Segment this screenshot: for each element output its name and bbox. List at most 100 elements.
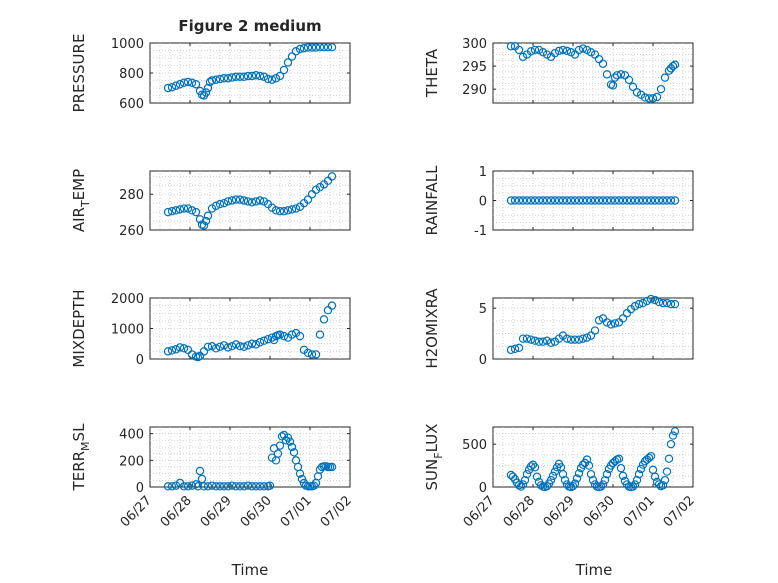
- data-point: [243, 197, 253, 206]
- data-point: [211, 344, 221, 353]
- data-point: [522, 469, 532, 479]
- data-point: [289, 448, 299, 457]
- data-point: [550, 196, 560, 205]
- data-point: [235, 195, 245, 204]
- data-point: [273, 449, 283, 458]
- data-point: [265, 481, 275, 490]
- data-point: [586, 331, 596, 340]
- data-point: [315, 330, 325, 339]
- data-point: [171, 345, 181, 354]
- data-point: [319, 315, 329, 324]
- data-point: [550, 467, 560, 476]
- data-point: [560, 475, 570, 485]
- data-point: [327, 462, 337, 472]
- data-point: [235, 341, 245, 351]
- data-point: [175, 80, 185, 89]
- data-point: [275, 207, 285, 216]
- data-point: [243, 481, 253, 490]
- data-point: [558, 469, 568, 479]
- data-point: [658, 298, 668, 308]
- data-point: [307, 43, 317, 52]
- data-point: [570, 196, 580, 205]
- subplot-h2omixra: 0 5 H2OMIXRA: [423, 288, 694, 369]
- data-point: [251, 340, 261, 349]
- data-point: [285, 437, 295, 446]
- x-tick-label: 06/30: [238, 493, 275, 530]
- data-point: [656, 84, 666, 94]
- data-point: [281, 436, 291, 445]
- data-point: [231, 72, 241, 81]
- data-point: [259, 336, 269, 345]
- data-point: [239, 196, 249, 205]
- data-point: [530, 463, 540, 472]
- data-point: [574, 335, 584, 344]
- data-point: [506, 42, 516, 51]
- data-point: [650, 196, 660, 205]
- data-point: [255, 482, 265, 491]
- data-point: [215, 482, 225, 491]
- x-axis-label-right: Time: [575, 561, 613, 579]
- data-point: [510, 344, 520, 354]
- data-point: [187, 206, 197, 215]
- x-axis-label-left: Time: [231, 561, 269, 579]
- data-point: [211, 482, 221, 491]
- data-point: [309, 481, 319, 490]
- data-point: [654, 297, 664, 307]
- data-point: [526, 462, 536, 471]
- subplot-mixdepth: 0 1000 2000 MIXDEPTH: [70, 289, 351, 368]
- data-point: [518, 334, 528, 343]
- data-point: [279, 65, 289, 75]
- data-point: [668, 431, 678, 440]
- data-point: [530, 336, 540, 345]
- data-point: [622, 196, 632, 205]
- data-point: [195, 466, 205, 476]
- data-point: [235, 482, 245, 491]
- data-point: [175, 343, 185, 352]
- data-point: [287, 442, 297, 452]
- data-point: [570, 479, 580, 488]
- data-point: [606, 196, 616, 205]
- data-point: [239, 342, 249, 351]
- data-point: [534, 196, 544, 205]
- data-point: [632, 475, 642, 485]
- data-point: [590, 326, 600, 335]
- data-point: [570, 335, 580, 344]
- data-point: [295, 469, 305, 478]
- y-axis-label-6: TERRMSL: [70, 423, 92, 492]
- data-point: [646, 196, 656, 205]
- data-point: [163, 207, 173, 217]
- data-point: [323, 43, 333, 52]
- data-point: [528, 460, 538, 469]
- data-point: [562, 46, 572, 56]
- data-point: [644, 94, 654, 103]
- data-point: [610, 196, 620, 205]
- data-point: [610, 319, 620, 328]
- data-point: [654, 196, 664, 205]
- data-point: [662, 298, 672, 308]
- data-point: [568, 481, 578, 491]
- y-tick-label: 0: [136, 353, 144, 368]
- data-point: [634, 299, 644, 309]
- data-point: [251, 482, 261, 491]
- data-point: [630, 480, 640, 489]
- data-point: [255, 71, 265, 81]
- subplot-pressure: 600 800 1000 PRESSURE: [70, 34, 351, 112]
- data-point: [255, 196, 265, 205]
- data-point: [211, 201, 221, 211]
- data-point: [227, 73, 237, 82]
- y-tick-label: 1000: [111, 37, 144, 52]
- data-point: [247, 339, 257, 348]
- data-point: [203, 342, 213, 351]
- data-point: [546, 338, 556, 347]
- data-point: [630, 196, 640, 205]
- data-point: [271, 206, 281, 215]
- data-point: [582, 45, 592, 55]
- data-point: [644, 453, 654, 463]
- data-point: [227, 481, 237, 490]
- data-point: [618, 471, 628, 481]
- data-point: [638, 196, 648, 205]
- data-point: [215, 199, 225, 209]
- data-point: [231, 340, 241, 349]
- data-point: [199, 221, 209, 230]
